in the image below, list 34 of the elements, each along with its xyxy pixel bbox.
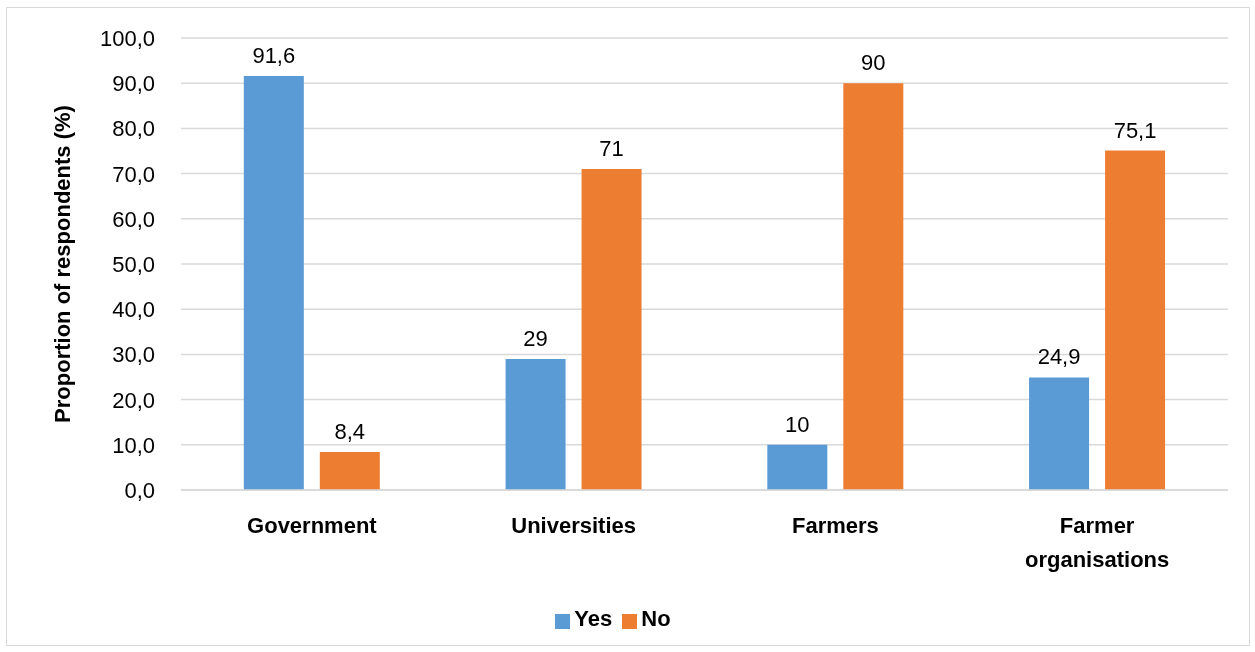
y-tick-label: 40,0 [112,297,155,323]
bar [1029,377,1090,490]
legend-label: No [641,606,671,631]
x-tick-label: Farmer organisations [1025,513,1170,572]
x-tick-label: Government [247,513,378,538]
data-label: 90 [861,50,886,76]
data-label: 24,9 [1037,344,1081,370]
data-label: 29 [523,325,548,351]
y-tick-label: 90,0 [112,71,155,97]
y-tick-label: 0,0 [124,478,155,503]
y-tick-label: 60,0 [112,206,155,232]
bar [319,452,380,490]
y-tick-label: 50,0 [112,252,155,277]
y-tick-label: 30,0 [112,342,155,368]
bar [505,358,566,490]
y-tick-label: 70,0 [112,161,155,187]
y-axis-title: Proportion of respondents (%) [49,105,75,423]
data-label: 8,4 [334,419,366,445]
data-label: 91,6 [252,42,296,68]
x-tick-label: Universities [511,513,636,538]
data-label: 71 [599,136,624,162]
legend-label: Yes [574,606,613,631]
bar [243,75,304,490]
bar [1105,150,1166,490]
y-tick-label: 20,0 [112,387,155,413]
y-tick-label: 10,0 [112,432,155,458]
bar [767,444,828,490]
x-tick-label: Farmers [791,513,879,538]
bar [843,83,904,490]
y-tick-label: 100,0 [99,26,155,51]
y-tick-label: 80,0 [112,116,155,142]
data-label: 75,1 [1113,117,1157,143]
data-label: 10 [785,411,810,437]
bar [581,169,642,490]
